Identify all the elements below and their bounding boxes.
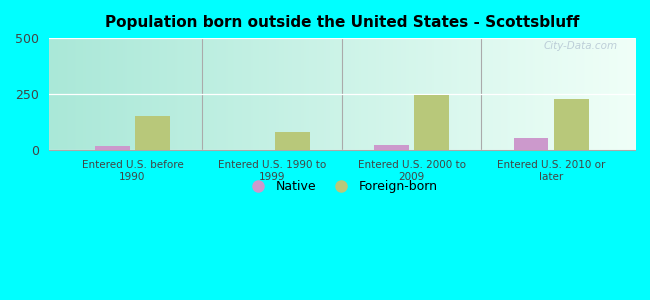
Title: Population born outside the United States - Scottsbluff: Population born outside the United State… — [105, 15, 579, 30]
Bar — [374, 146, 409, 150]
Bar — [554, 99, 589, 150]
Bar — [275, 132, 310, 150]
Bar — [415, 95, 449, 150]
Text: City-Data.com: City-Data.com — [543, 41, 618, 52]
Bar — [95, 146, 130, 150]
Legend: Native, Foreign-born: Native, Foreign-born — [240, 175, 443, 198]
Bar — [514, 138, 549, 150]
Bar — [135, 116, 170, 150]
